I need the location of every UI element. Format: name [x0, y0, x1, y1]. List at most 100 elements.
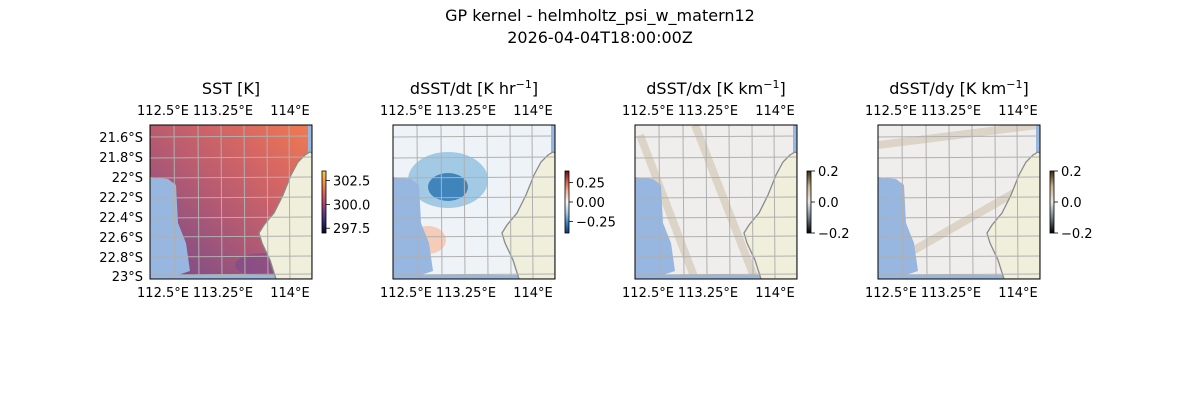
- gridline-meridian: [416, 125, 419, 279]
- colorbar-tick-label: 302.5: [333, 175, 370, 190]
- x-tick-label-bottom: 114°E: [513, 286, 553, 301]
- gridline-meridian: [751, 125, 754, 279]
- gridline-meridian: [971, 125, 974, 279]
- gridline-parallel: [393, 196, 555, 199]
- colorbar-tick-label: 0.2: [1061, 165, 1082, 180]
- y-tick-label: 22.8°S: [99, 251, 143, 266]
- panel-title-text: dSST/dy [K km: [889, 79, 1006, 98]
- map-frame: [634, 124, 798, 280]
- colorbar-tick-label: −0.2: [818, 227, 850, 242]
- gridline-parallel: [878, 156, 1040, 159]
- map-panel-1: SST [K] 112.5°E 113.25°E 114°E 112.5°E 113.25…: [99, 79, 313, 301]
- panel-title-text: dSST/dt [K hr: [410, 79, 516, 98]
- colorbar-tick-label: −0.2: [1061, 227, 1093, 242]
- gridline-meridian: [1016, 125, 1019, 279]
- gridline-meridian: [682, 125, 685, 279]
- gridline-meridian: [197, 125, 200, 279]
- y-tick-label: 21.8°S: [99, 151, 143, 166]
- x-tick-label-top: 113.25°E: [193, 104, 253, 119]
- gridline-meridian: [509, 125, 512, 279]
- colorbar-tick-label: 300.0: [333, 198, 370, 213]
- gridline-parallel: [393, 273, 555, 276]
- x-tick-label-top: 114°E: [755, 104, 795, 119]
- colorbar-4: [1049, 170, 1055, 234]
- gridline-parallel: [150, 216, 312, 219]
- colorbar-tick-label: 297.5: [333, 222, 370, 237]
- x-tick-label-bottom: 113.25°E: [921, 286, 981, 301]
- gridline-parallel: [150, 255, 312, 258]
- masked-region: [878, 177, 918, 277]
- colorbar-tick-label: 0.25: [576, 177, 605, 192]
- panel-title-superscript: −1: [516, 78, 532, 91]
- figure-title-line2: 2026-04-04T18:00:00Z: [507, 28, 693, 47]
- gradient-streak: [878, 125, 1039, 149]
- gridline-parallel: [878, 235, 1040, 238]
- gridline-parallel: [878, 135, 1040, 138]
- x-tick-label-bottom: 112.5°E: [865, 286, 917, 301]
- gridline-parallel: [150, 273, 312, 276]
- gridline-meridian: [440, 125, 443, 279]
- gridline-meridian: [994, 125, 997, 279]
- y-tick-label: 22.6°S: [99, 231, 143, 246]
- masked-bottom-strip: [150, 275, 312, 279]
- x-tick-label-top: 112.5°E: [380, 104, 432, 119]
- y-tick-label: 23°S: [112, 270, 143, 285]
- x-tick-label-top: 112.5°E: [622, 104, 674, 119]
- gridline-parallel: [150, 176, 312, 179]
- gridline-meridian: [901, 125, 904, 279]
- panel-title: dSST/dx [K km−1]: [646, 78, 785, 98]
- map-frame: [877, 124, 1041, 280]
- gridline-meridian: [705, 125, 708, 279]
- gridline-parallel: [393, 135, 555, 138]
- gridline-meridian: [266, 125, 269, 279]
- gridline-parallel: [878, 255, 1040, 258]
- gridline-parallel: [635, 196, 797, 199]
- gradient-streak: [636, 133, 699, 279]
- negative-core: [428, 173, 468, 201]
- gridline-meridian: [173, 125, 176, 279]
- x-tick-label-bottom: 113.25°E: [193, 286, 253, 301]
- gridline-parallel: [393, 255, 555, 258]
- colorbar-tick-label: 0.0: [1061, 196, 1082, 211]
- panel-title-close: ]: [779, 79, 785, 98]
- gridline-parallel: [393, 235, 555, 238]
- y-tick-label: 22.2°S: [99, 191, 143, 206]
- gridline-parallel: [635, 156, 797, 159]
- gridline-meridian: [243, 125, 246, 279]
- x-tick-label-top: 113.25°E: [436, 104, 496, 119]
- gridline-parallel: [150, 196, 312, 199]
- gridline-parallel: [150, 135, 312, 138]
- gridline-meridian: [658, 125, 661, 279]
- y-tick-label: 21.6°S: [99, 131, 143, 146]
- map-panel-4: dSST/dy [K km−1] 112.5°E 113.25°E 114°E 112.…: [865, 78, 1041, 301]
- panel-title: SST [K]: [202, 79, 260, 98]
- x-tick-label-top: 112.5°E: [865, 104, 917, 119]
- map-field: [393, 125, 555, 279]
- x-tick-label-bottom: 114°E: [270, 286, 310, 301]
- x-tick-label-bottom: 113.25°E: [436, 286, 496, 301]
- panel-title-superscript: −1: [763, 78, 779, 91]
- gridline-parallel: [878, 273, 1040, 276]
- panel-title-superscript: −1: [1006, 78, 1022, 91]
- gridline-parallel: [878, 176, 1040, 179]
- map-panel-2: dSST/dt [K hr−1] 112.5°E 113.25°E 114°E 112.…: [380, 78, 556, 301]
- gridline-meridian: [288, 125, 291, 279]
- x-tick-label-bottom: 112.5°E: [622, 286, 674, 301]
- colorbar-3: [806, 170, 812, 234]
- masked-bottom-strip: [878, 275, 1040, 279]
- y-tick-label: 22°S: [112, 171, 143, 186]
- gridline-parallel: [635, 135, 797, 138]
- x-tick-label-top: 113.25°E: [921, 104, 981, 119]
- colorbar-tick-label: 0.2: [818, 165, 839, 180]
- gridline-meridian: [925, 125, 928, 279]
- gridline-parallel: [150, 235, 312, 238]
- map-field: [150, 125, 312, 279]
- map-panel-3: dSST/dx [K km−1] 112.5°E 113.25°E 114°E 112.…: [622, 78, 798, 301]
- gridline-parallel: [635, 273, 797, 276]
- map-field: [878, 125, 1040, 279]
- x-tick-label-top: 114°E: [513, 104, 553, 119]
- gridline-parallel: [393, 176, 555, 179]
- gridline-meridian: [531, 125, 534, 279]
- gridline-meridian: [486, 125, 489, 279]
